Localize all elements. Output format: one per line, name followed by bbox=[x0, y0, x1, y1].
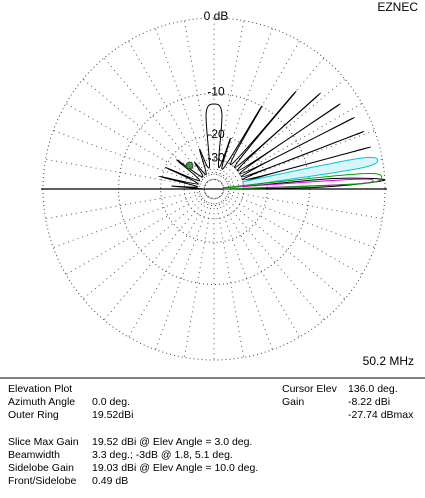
angle-grid-line bbox=[45, 190, 205, 220]
ring-label: -30 bbox=[207, 150, 225, 164]
angle-grid-line bbox=[221, 193, 363, 275]
brand: EZNEC bbox=[377, 0, 418, 14]
info-label: Slice Max Gain bbox=[8, 436, 79, 448]
info-value: 19.52 dBi @ Elev Angle = 3.0 deg. bbox=[92, 436, 252, 448]
angle-grid-line bbox=[128, 196, 210, 338]
angle-grid-line bbox=[53, 130, 206, 187]
info-value: 3.3 deg.; -3dB @ 1.8, 5.1 deg. bbox=[92, 449, 233, 461]
angle-grid-line bbox=[82, 194, 208, 300]
pattern-trace bbox=[242, 156, 379, 187]
angle-grid-line bbox=[216, 197, 273, 350]
info-value: -27.74 dBmax bbox=[348, 409, 414, 421]
angle-grid-line bbox=[128, 40, 210, 182]
info-label: Azimuth Angle bbox=[8, 396, 75, 408]
angle-grid-line bbox=[215, 198, 245, 358]
angle-grid-line bbox=[53, 191, 206, 248]
angle-grid-line bbox=[65, 193, 207, 275]
info-label: Cursor Elev bbox=[282, 383, 338, 395]
pattern-trace bbox=[223, 173, 383, 190]
frequency: 50.2 MHz bbox=[363, 354, 414, 368]
angle-grid-line bbox=[155, 197, 212, 350]
angle-grid-line bbox=[221, 103, 363, 185]
angle-grid-line bbox=[65, 103, 207, 185]
angle-grid-line bbox=[103, 57, 209, 183]
angle-grid-line bbox=[222, 130, 375, 187]
angle-grid-line bbox=[216, 28, 273, 181]
ring-label: -20 bbox=[207, 127, 225, 141]
angle-grid-line bbox=[103, 195, 209, 321]
info-value: 136.0 deg. bbox=[348, 383, 398, 395]
ring-label: -10 bbox=[207, 85, 225, 99]
angle-grid-line bbox=[183, 198, 213, 358]
angle-grid-line bbox=[222, 191, 375, 248]
angle-grid-line bbox=[220, 194, 346, 300]
angle-grid-line bbox=[82, 78, 208, 184]
angle-grid-line bbox=[220, 78, 346, 184]
ring-label: 0 dB bbox=[204, 9, 229, 23]
angle-grid-line bbox=[183, 20, 213, 180]
info-value: 0.0 deg. bbox=[92, 396, 130, 408]
info-label: Sidelobe Gain bbox=[8, 462, 74, 474]
info-value: 0.49 dB bbox=[92, 475, 128, 487]
info-value: 19.03 dBi @ Elev Angle = 10.0 deg. bbox=[92, 462, 258, 474]
angle-grid-line bbox=[223, 190, 383, 220]
angle-grid-line bbox=[45, 158, 205, 188]
cursor-dot bbox=[185, 161, 194, 170]
angle-grid-line bbox=[155, 28, 212, 181]
info-label: Elevation Plot bbox=[8, 383, 72, 395]
angle-grid-line bbox=[215, 20, 245, 180]
info-label: Front/Sidelobe bbox=[8, 475, 76, 487]
info-label: Gain bbox=[282, 396, 304, 408]
info-value: 19.52dBi bbox=[92, 409, 133, 421]
info-value: -8.22 dBi bbox=[348, 396, 390, 408]
info-label: Outer Ring bbox=[8, 409, 59, 421]
polar-plot: 0 dB -10 -20 -30 bbox=[41, 9, 387, 361]
angle-grid-line bbox=[219, 195, 325, 321]
angle-grid-line bbox=[218, 196, 300, 338]
info-label: Beamwidth bbox=[8, 449, 60, 461]
